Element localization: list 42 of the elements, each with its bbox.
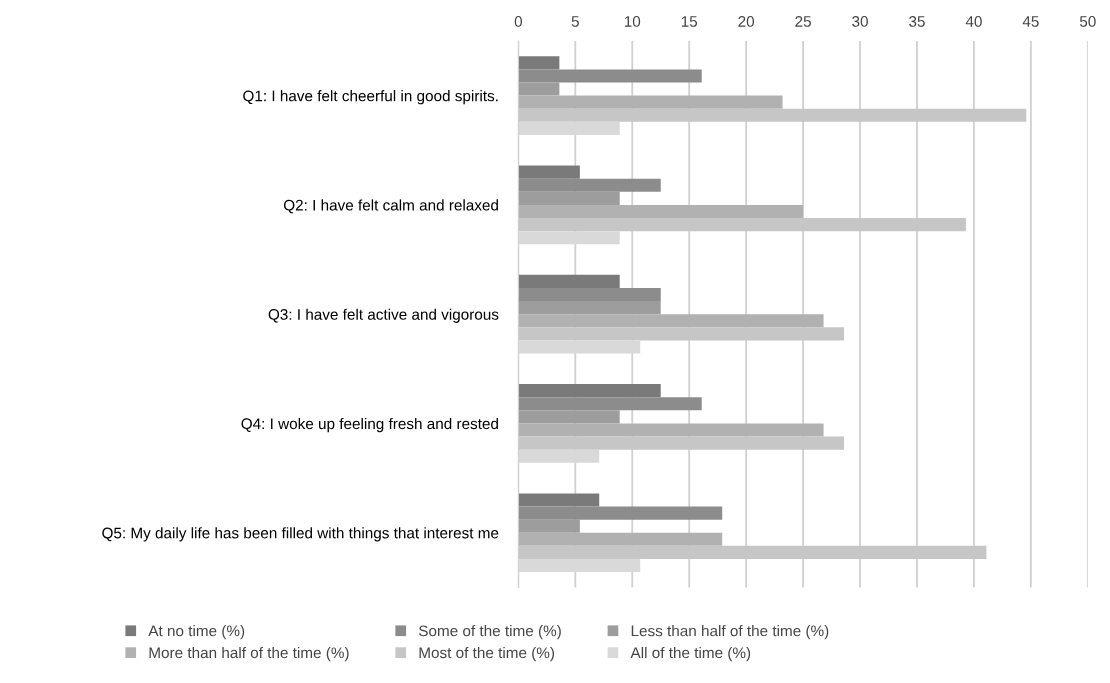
x-tick-label: 20 [738,16,755,27]
x-tick-label: 10 [624,16,641,27]
y-tick-label: Q4: I woke up feeling fresh and rested [241,417,498,433]
x-tick-label: 45 [1022,16,1039,27]
bar [518,287,661,302]
bar [518,532,723,546]
legend-label: Most of the time (%) [419,646,555,662]
bar [518,384,661,398]
bar [518,56,560,70]
bar [518,506,723,520]
bar [518,397,702,411]
x-tick-label: 0 [514,16,523,27]
bar [518,178,661,192]
bar [518,423,824,437]
bar [518,493,600,507]
x-tick-label: 30 [852,16,868,27]
legend-label: Less than half of the time (%) [631,625,829,640]
y-tick-label: Q3: I have felt active and vigorous [268,308,499,323]
bar [518,95,783,109]
y-tick-label: Q2: I have felt calm and relaxed [283,199,498,214]
legend-label: More than half of the time (%) [149,646,349,662]
legend-label: All of the time (%) [630,646,751,662]
x-tick-label: 15 [681,16,698,27]
x-tick-label: 35 [909,16,925,27]
bar [518,69,702,83]
bar [518,274,620,288]
x-tick-label: 5 [571,16,579,27]
y-tick-label: Q1: I have felt cheerful in good spirits. [243,90,498,105]
x-tick-label: 50 [1079,16,1096,27]
x-tick-label: 25 [795,16,811,27]
bar [518,410,620,424]
legend-label: At no time (%) [148,625,245,640]
legend-label: Some of the time (%) [418,625,561,640]
bar [518,82,560,96]
bar [518,301,661,315]
bar [518,314,824,328]
bar [518,519,580,533]
x-tick-label: 40 [965,16,982,27]
bar [518,204,804,219]
y-tick-label: Q5: My daily life has been filled with things that interest me [102,527,499,542]
bar [518,165,580,179]
bar [518,191,620,205]
